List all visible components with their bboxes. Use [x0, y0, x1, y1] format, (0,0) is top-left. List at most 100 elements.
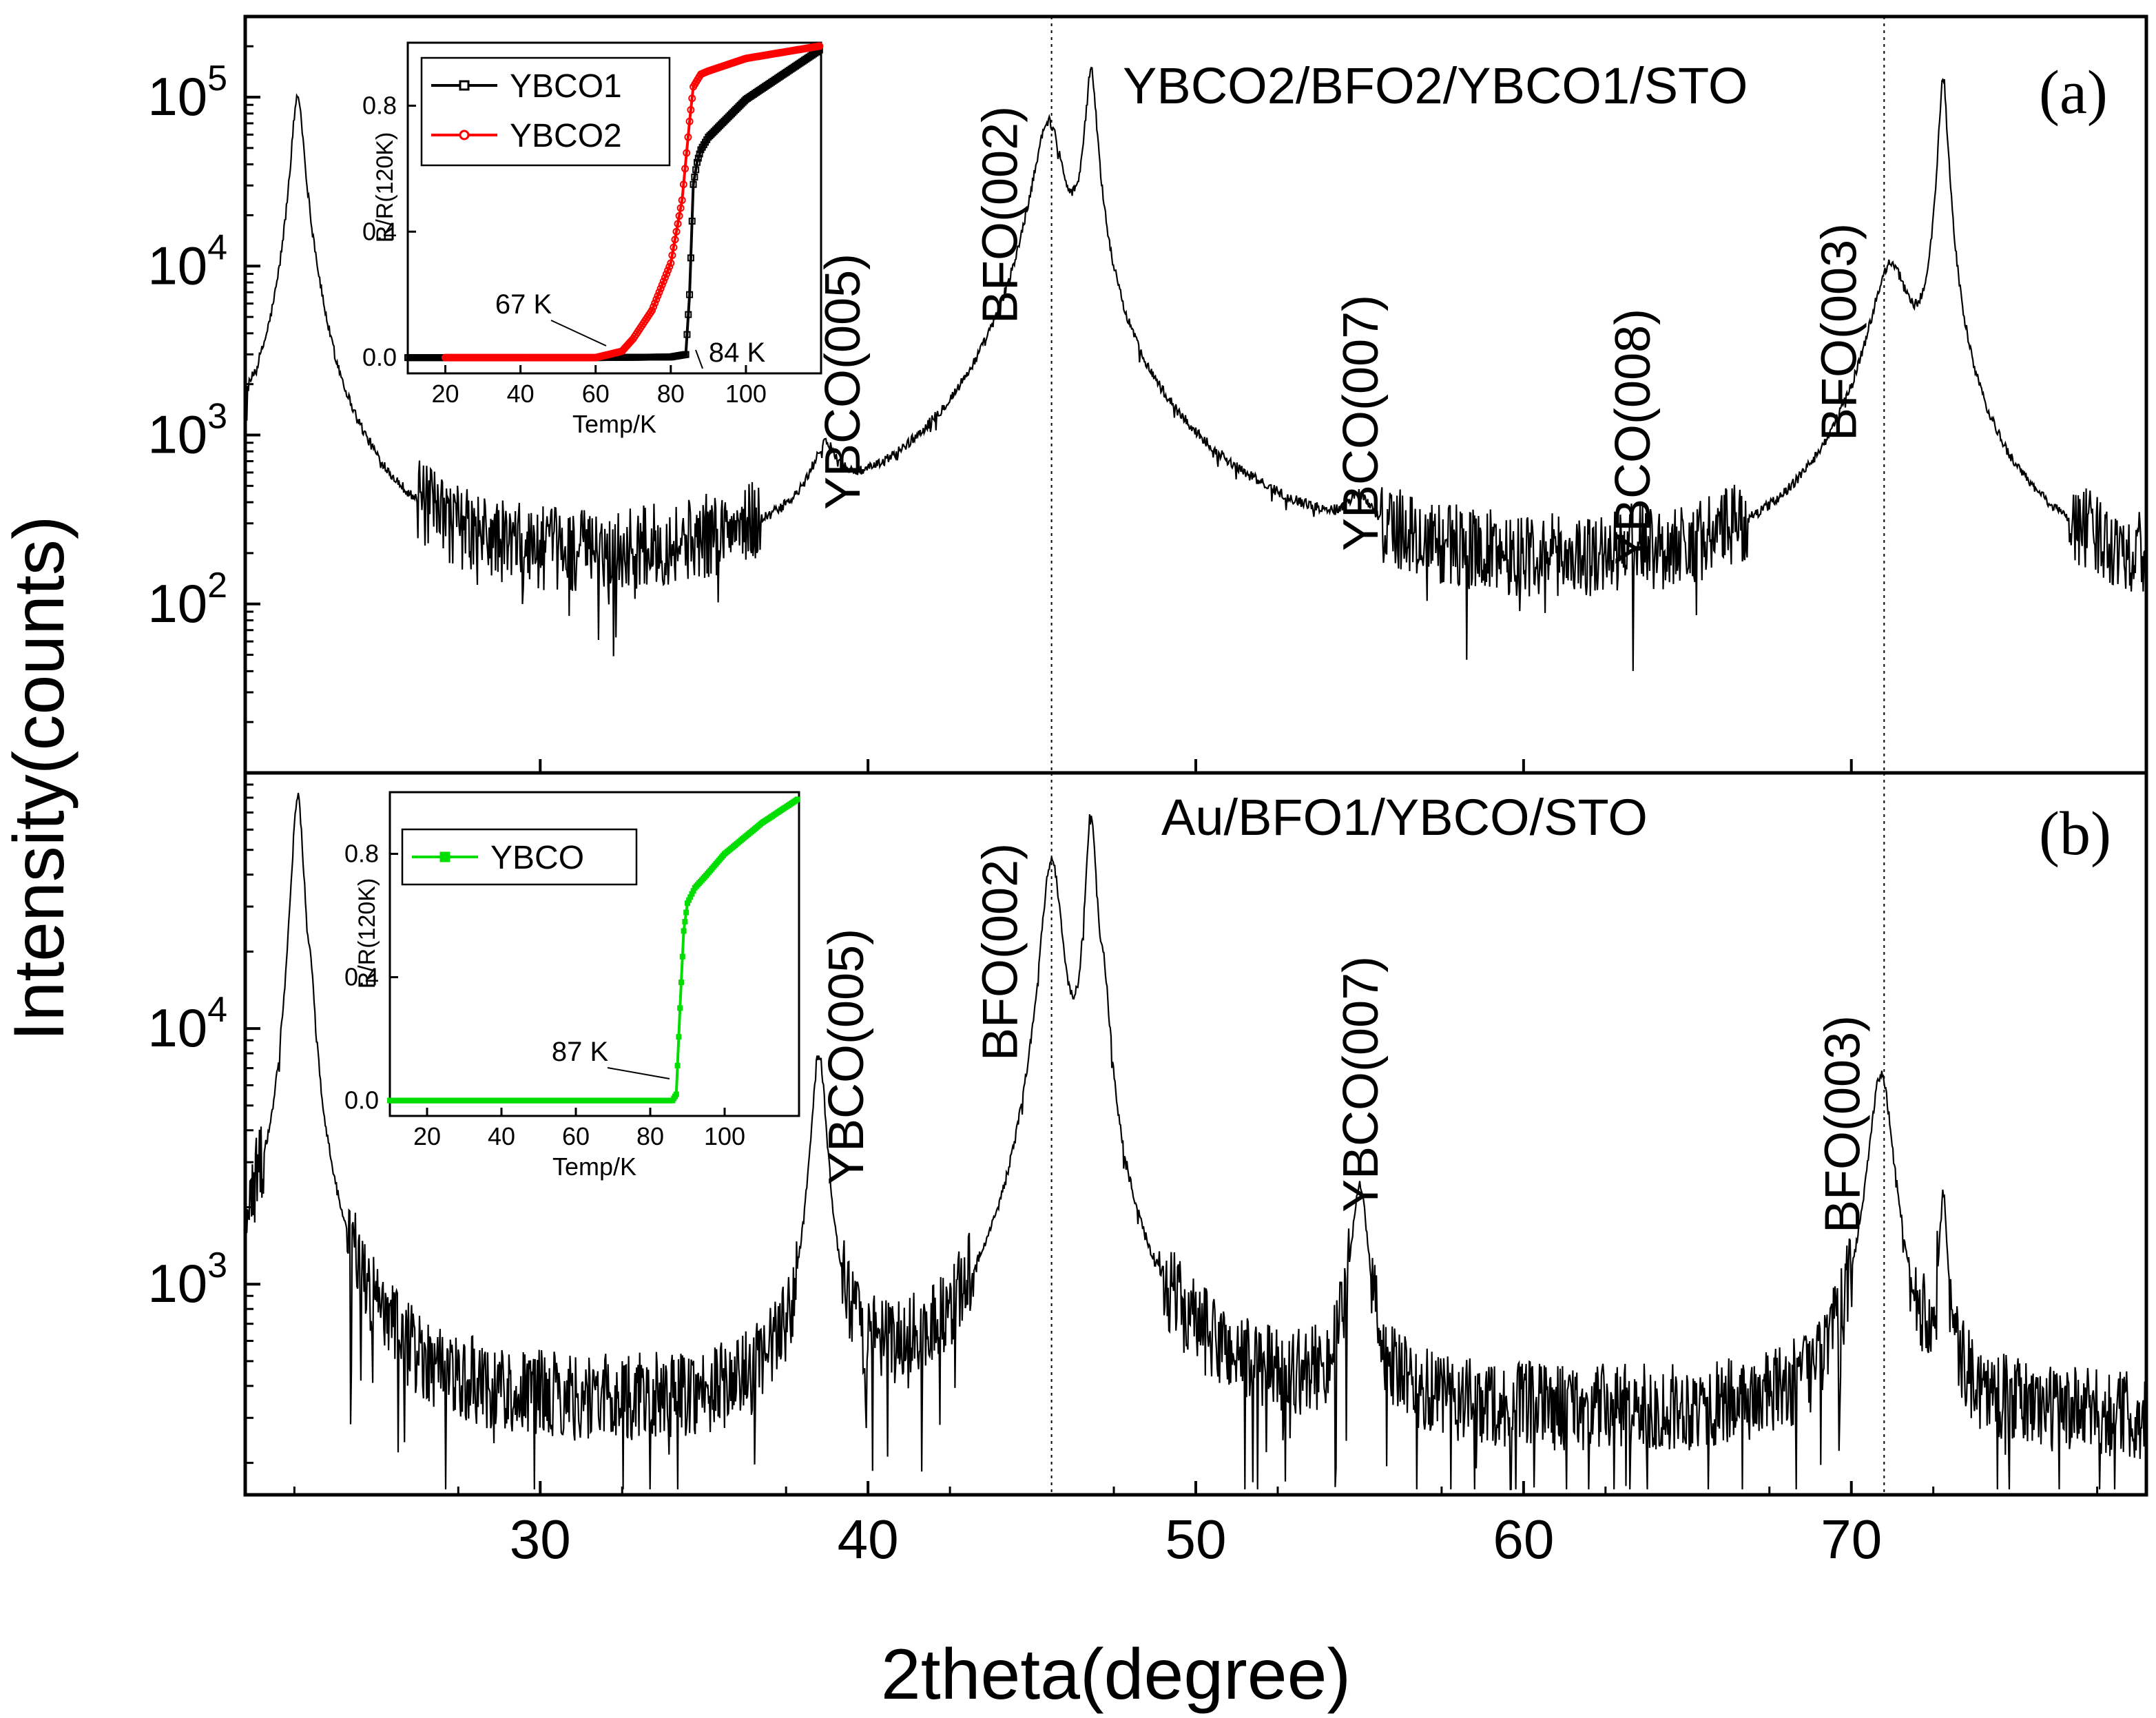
inset-y-tick-label: 0.8 [344, 840, 379, 868]
x-tick-label: 70 [1821, 1509, 1882, 1570]
inset-a-legend: YBCO1 YBCO2 [420, 56, 671, 167]
inset-point [683, 909, 690, 915]
inset-point [686, 291, 694, 298]
inset-point [656, 284, 665, 293]
inset-a-annotations: 67 K 84 K [495, 289, 766, 369]
inset-x-tick-label: 40 [488, 1122, 515, 1150]
inset-y-label: R/R(120K) [372, 132, 398, 243]
inset-point [687, 254, 694, 262]
inset-point [684, 133, 692, 141]
inset-point [682, 351, 690, 358]
legend-marker [439, 851, 450, 862]
inset-x-tick-label: 20 [432, 380, 459, 408]
peak-label: BFO(002) [973, 106, 1028, 324]
x-axis-label: 2theta(degree) [881, 1635, 1351, 1715]
inset-point [688, 94, 696, 103]
inset-point [648, 307, 656, 315]
inset-point [667, 259, 675, 267]
inset-point [681, 928, 687, 934]
inset-point [679, 953, 685, 960]
inset-y-tick-label: 0.8 [362, 91, 397, 119]
inset-x-tick-label: 40 [507, 380, 535, 408]
inset-b-series [387, 796, 800, 1104]
y-axis-label: Intensity(counts) [0, 516, 79, 1042]
peak-label: BFO(003) [1812, 223, 1867, 441]
panel-a-xrd-trace [244, 66, 2148, 672]
inset-point [672, 227, 681, 236]
panel-b-reference-lines [1050, 773, 1885, 1495]
annotation-arrow [550, 320, 607, 346]
inset-point [664, 267, 672, 275]
annotation-arrow [607, 1067, 670, 1079]
inset-x-tick-label: 80 [657, 380, 685, 408]
y-tick-label: 103 [147, 397, 227, 465]
inset-x-label: Temp/K [572, 410, 656, 438]
inset-point [676, 204, 685, 212]
panel-b-tag: (b) [2039, 800, 2111, 868]
peak-label: YBCO(007) [1334, 956, 1389, 1212]
inset-a-legend-box [420, 56, 671, 167]
inset-annotation: 87 K [552, 1037, 609, 1067]
peak-label: BFO(002) [973, 843, 1028, 1061]
inset-point [659, 277, 667, 285]
y-tick-label: 104 [147, 227, 227, 296]
inset-point [661, 273, 669, 282]
panel-b-peak-labels: YBCO(005) BFO(002) YBCO(007) BFO(003) [819, 843, 1871, 1233]
inset-point [694, 158, 701, 166]
inset-x-tick-label: 100 [725, 380, 767, 408]
inset-point [694, 154, 702, 162]
inset-point [696, 150, 703, 158]
inset-point [691, 174, 698, 181]
x-tick-label: 50 [1165, 1509, 1227, 1570]
inset-point [685, 117, 694, 125]
inset-point [816, 42, 824, 50]
inset-b-axes: 20 40 60 80 100 0.0 0.4 0.8 Temp/K R/R(120K) [344, 840, 745, 1181]
inset-point [654, 291, 662, 300]
panel-b: 103 104 YBCO(005) BFO(002) YBCO(007) BFO(003… [147, 771, 2148, 1497]
annotation-arrow [695, 349, 703, 369]
inset-point [794, 796, 800, 803]
inset-a-series [404, 42, 824, 362]
panel-a-reference-lines [1050, 17, 1885, 773]
panel-b-y-ticks: 103 104 [147, 783, 260, 1465]
inset-point [689, 891, 695, 897]
panel-a-y-ticks: 102 103 104 105 [147, 15, 260, 723]
inset-point [690, 888, 696, 894]
y-tick-label: 102 [147, 566, 227, 634]
inset-point [679, 180, 687, 189]
peak-label: YBCO(008) [1606, 309, 1661, 565]
peak-label: YBCO(005) [819, 929, 874, 1185]
x-axis-ticks: 30 40 50 60 70 [293, 759, 2099, 1570]
inset-point [683, 331, 691, 338]
inset-b-legend: YBCO [401, 828, 638, 886]
inset-point [687, 106, 695, 114]
inset-point [685, 311, 692, 318]
inset-x-tick-label: 100 [704, 1122, 745, 1150]
inset-y-label: R/R(120K) [354, 878, 380, 989]
panel-a-title: YBCO2/BFO2/YBCO1/STO [1123, 57, 1748, 114]
inset-point [681, 165, 690, 173]
inset-point [651, 299, 659, 307]
inset-point [665, 262, 674, 271]
inset-point [652, 296, 661, 304]
peak-label: YBCO(005) [816, 253, 871, 510]
inset-point [670, 243, 678, 251]
panel-a-peak-labels: YBCO(005) BFO(002) YBCO(007) YBCO(008) BFO(0… [816, 106, 1867, 565]
inset-point [683, 149, 691, 157]
inset-y-tick-label: 0.0 [362, 343, 397, 371]
inset-a: 20 40 60 80 100 0.0 0.4 0.8 Temp/K R/R(120K) YBCO… [362, 41, 824, 438]
inset-point [663, 270, 671, 278]
inset-x-tick-label: 60 [582, 380, 610, 408]
y-tick-label: 105 [147, 59, 227, 127]
inset-point [673, 1091, 679, 1097]
peak-label: BFO(003) [1815, 1015, 1870, 1233]
inset-b-annotations: 87 K [552, 1037, 670, 1079]
inset-point [692, 166, 700, 174]
inset-annotation: 84 K [709, 338, 766, 368]
inset-point [674, 220, 682, 228]
panel-a-tag: (a) [2039, 59, 2108, 127]
y-tick-label: 103 [147, 1245, 227, 1314]
legend-label: YBCO1 [510, 68, 622, 105]
